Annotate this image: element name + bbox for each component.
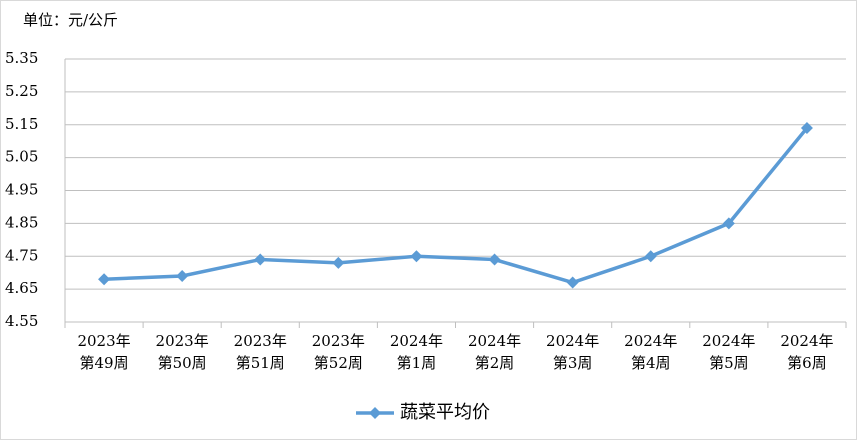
y-tick-label: 4.75 <box>5 246 38 264</box>
y-tick-label: 4.55 <box>5 312 38 330</box>
x-tick-label: 2024年 第4周 <box>624 332 678 372</box>
line <box>103 126 809 285</box>
y-tick-label: 5.05 <box>5 148 38 166</box>
y-tick-label: 4.65 <box>5 279 38 297</box>
marker <box>176 269 189 282</box>
x-tick-label: 2023年 第49周 <box>77 332 131 372</box>
marker <box>644 250 657 263</box>
x-tick-label: 2024年 第6周 <box>780 332 834 372</box>
y-tick-label: 5.35 <box>5 49 38 67</box>
x-tick-label: 2023年 第51周 <box>233 332 287 372</box>
legend-label: 蔬菜平均价 <box>400 402 490 423</box>
marker <box>410 250 423 263</box>
y-tick-label: 4.95 <box>5 181 38 199</box>
marker <box>800 122 813 135</box>
marker <box>98 273 111 286</box>
marker <box>566 276 579 289</box>
chart-title: 单位：元/公斤 <box>23 11 118 29</box>
marker <box>722 217 735 230</box>
x-tick-label: 2024年 第3周 <box>546 332 600 372</box>
marker <box>254 253 267 266</box>
x-tick-label: 2023年 第52周 <box>311 332 365 372</box>
legend-marker <box>369 407 381 419</box>
marker <box>488 253 501 266</box>
x-tick-label: 2023年 第50周 <box>155 332 209 372</box>
x-tick-label: 2024年 第5周 <box>702 332 756 372</box>
x-tick-label: 2024年 第1周 <box>389 332 444 372</box>
y-tick-label: 5.25 <box>5 82 38 100</box>
y-tick-label: 5.15 <box>5 115 38 133</box>
y-tick-label: 4.85 <box>5 213 38 231</box>
marker <box>332 256 345 269</box>
x-tick-label: 2024年 第2周 <box>467 332 522 372</box>
